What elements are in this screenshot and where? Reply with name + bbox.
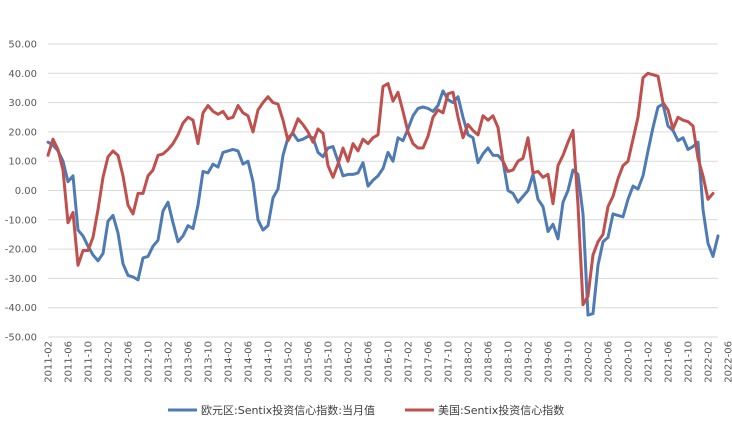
x-tick-label: 2012-10 — [144, 341, 155, 383]
x-tick-label: 2022-06 — [724, 341, 732, 383]
x-tick-label: 2018-06 — [484, 341, 495, 383]
y-tick-label: -30.00 — [5, 274, 37, 285]
x-tick-label: 2018-02 — [464, 341, 475, 383]
x-tick-label: 2020-02 — [584, 341, 595, 383]
x-tick-label: 2018-10 — [504, 341, 515, 383]
x-tick-label: 2021-10 — [684, 341, 695, 383]
x-tick-label: 2013-06 — [184, 341, 195, 383]
x-tick-label: 2014-02 — [224, 341, 235, 383]
series-line-2 — [46, 71, 715, 307]
x-tick-label: 2015-10 — [324, 341, 335, 383]
y-axis-ticks: 50.00 40.00 30.00 20.00 10.00 0.00 -10.00 -20.0… — [5, 40, 37, 344]
x-axis-ticks: 2011-02 2011-06 2011-10 2012-02 2012-06 2012-… — [44, 341, 732, 383]
y-tick-label: -50.00 — [5, 333, 37, 344]
y-tick-label: -40.00 — [5, 303, 37, 314]
x-tick-label: 2015-02 — [284, 341, 295, 383]
y-tick-label: 50.00 — [8, 40, 37, 51]
legend-label-2: 美国:Sentix投资信心指数 — [438, 403, 564, 417]
y-tick-label: 0.00 — [15, 186, 37, 197]
x-tick-label: 2022-02 — [704, 341, 715, 383]
series-line-1 — [46, 89, 720, 317]
y-tick-label: -20.00 — [5, 245, 37, 256]
x-tick-label: 2015-06 — [304, 341, 315, 383]
x-tick-label: 2014-06 — [244, 341, 255, 383]
x-tick-label: 2016-10 — [384, 341, 395, 383]
y-tick-label: 10.00 — [8, 157, 37, 168]
legend: 欧元区:Sentix投资信心指数:当月值 美国:Sentix投资信心指数 — [168, 403, 564, 417]
y-tick-label: 20.00 — [8, 127, 37, 138]
x-tick-label: 2017-02 — [404, 341, 415, 383]
x-tick-label: 2021-02 — [644, 341, 655, 383]
x-tick-label: 2014-10 — [264, 341, 275, 383]
y-tick-label: 30.00 — [8, 98, 37, 109]
y-tick-label: -10.00 — [5, 215, 37, 226]
x-tick-label: 2013-10 — [204, 341, 215, 383]
x-tick-label: 2012-02 — [104, 341, 115, 383]
series-lines — [46, 71, 720, 317]
x-tick-label: 2020-10 — [624, 341, 635, 383]
legend-label-1: 欧元区:Sentix投资信心指数:当月值 — [201, 403, 375, 417]
x-tick-label: 2016-02 — [344, 341, 355, 383]
gridlines — [48, 43, 718, 338]
x-tick-label: 2011-02 — [44, 341, 55, 383]
x-tick-label: 2017-10 — [444, 341, 455, 383]
x-tick-label: 2013-02 — [164, 341, 175, 383]
x-tick-label: 2019-10 — [564, 341, 575, 383]
x-tick-label: 2019-06 — [544, 341, 555, 383]
y-tick-label: 40.00 — [8, 69, 37, 80]
x-tick-label: 2021-06 — [664, 341, 675, 383]
x-tick-label: 2017-06 — [424, 341, 435, 383]
x-tick-label: 2011-10 — [84, 341, 95, 383]
x-tick-label: 2020-06 — [604, 341, 615, 383]
x-tick-label: 2012-06 — [124, 341, 135, 383]
x-tick-label: 2019-02 — [524, 341, 535, 383]
x-tick-label: 2016-06 — [364, 341, 375, 383]
x-tick-label: 2011-06 — [64, 341, 75, 383]
